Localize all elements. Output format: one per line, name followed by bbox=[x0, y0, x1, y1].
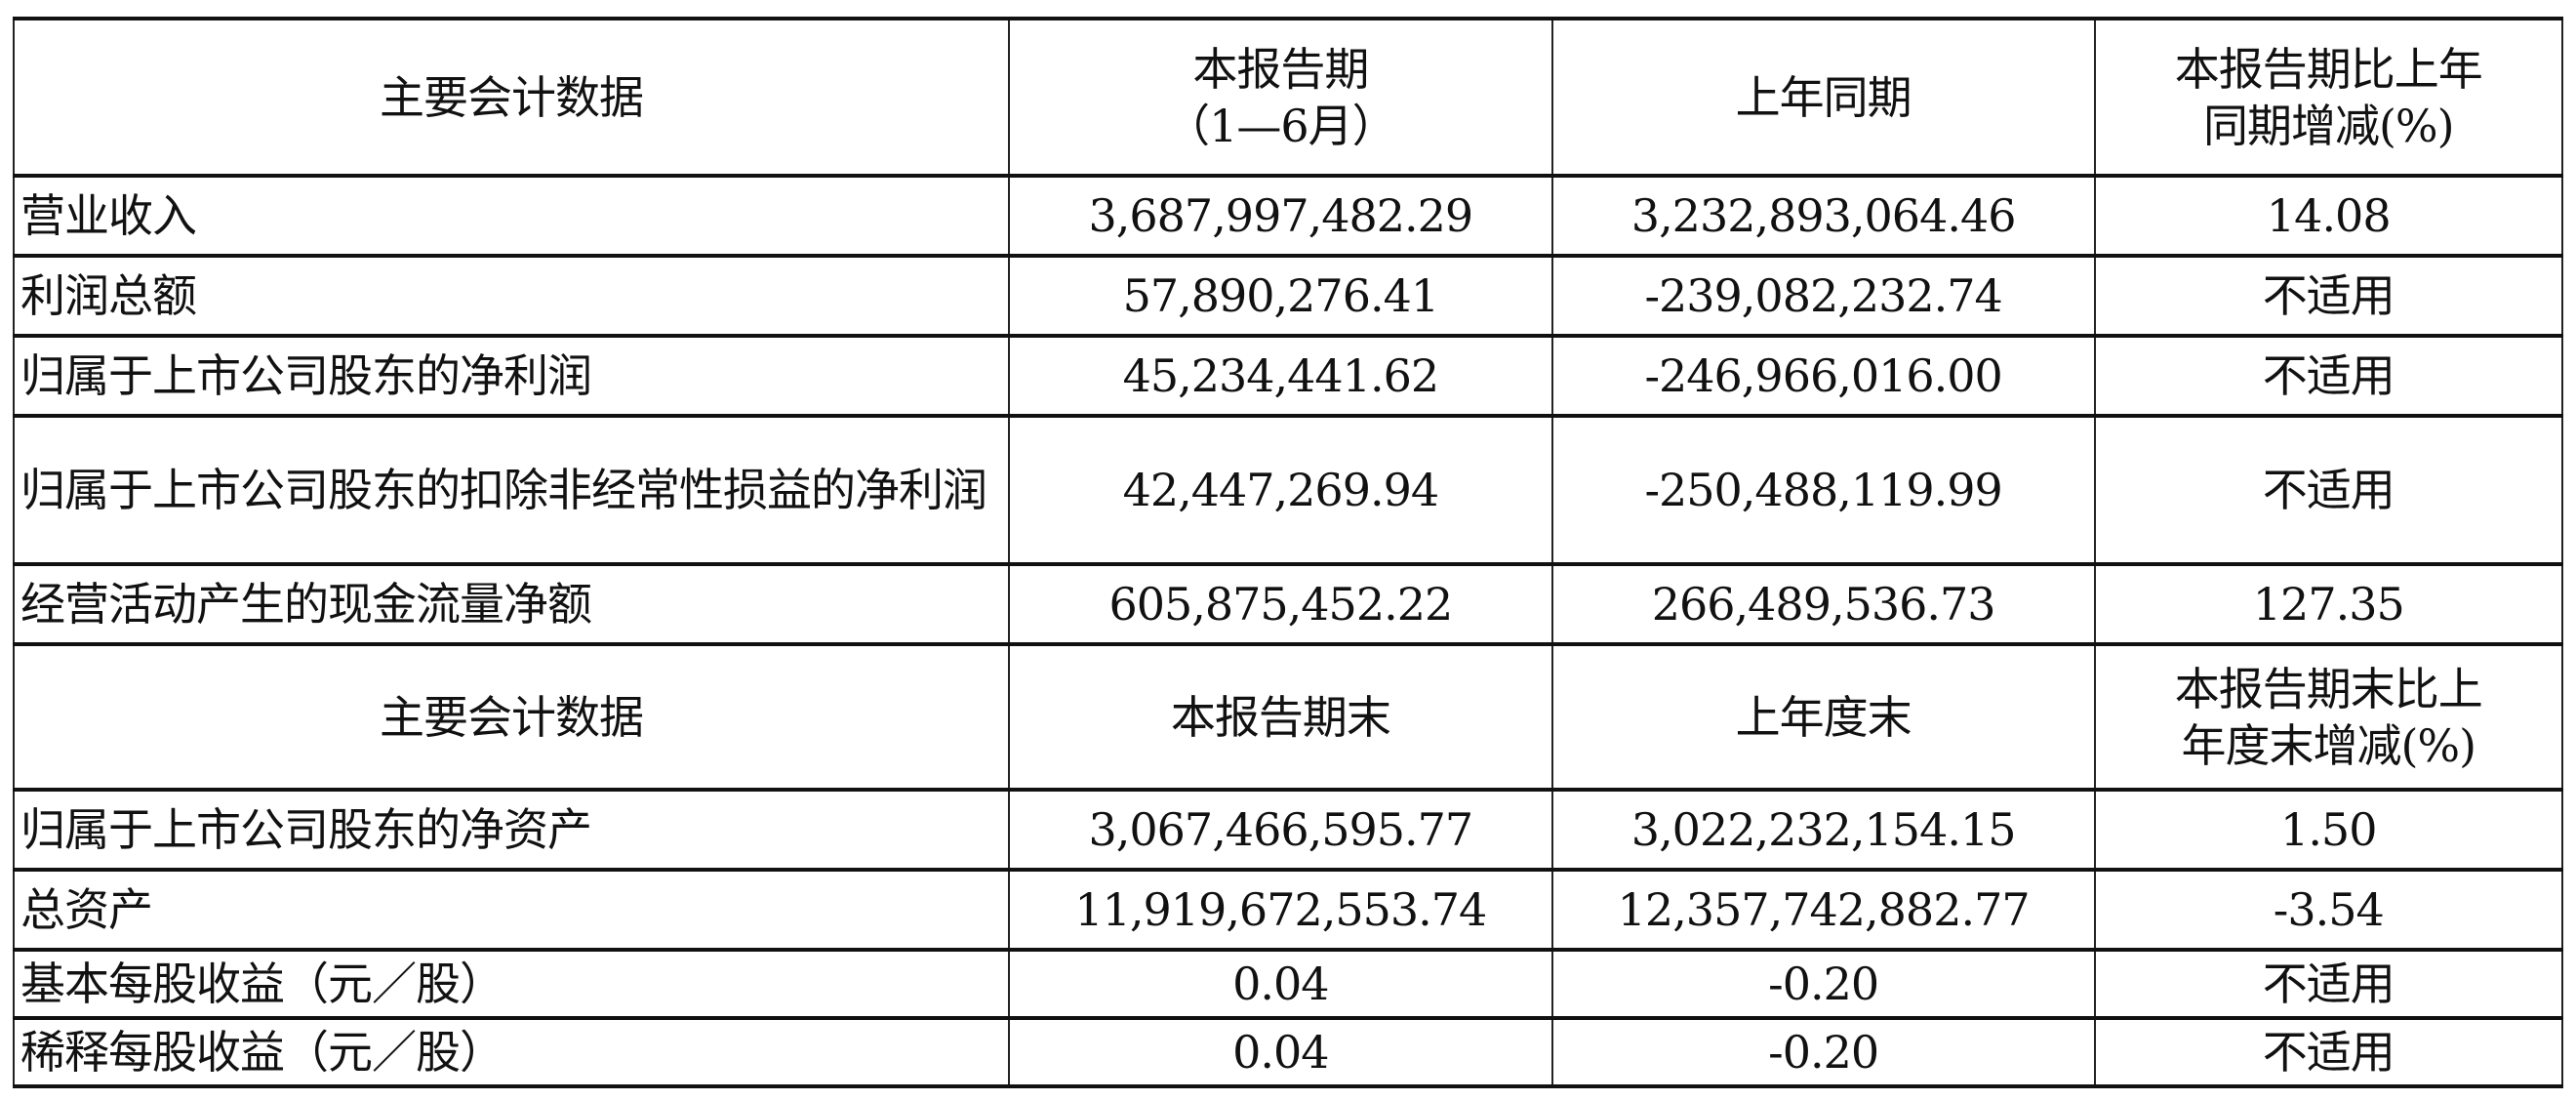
table-cell: -239,082,232.74 bbox=[1550, 254, 2096, 338]
table-row: 归属于上市公司股东的净利润 45,234,441.62 -246,966,016.0… bbox=[13, 334, 2564, 418]
table-cell: 不适用 bbox=[2093, 1016, 2564, 1088]
table-cell: 605,875,452.22 bbox=[1007, 562, 1553, 646]
table-cell: 营业收入 bbox=[13, 174, 1010, 258]
table-row: 稀释每股收益（元／股） 0.04 -0.20 不适用 bbox=[13, 1016, 2564, 1088]
table-row: 归属于上市公司股东的净资产 3,067,466,595.77 3,022,232,1… bbox=[13, 788, 2564, 872]
table-cell: -0.20 bbox=[1550, 948, 2096, 1020]
table-cell: 0.04 bbox=[1007, 1016, 1553, 1088]
header-cell: 主要会计数据 bbox=[13, 642, 1010, 792]
table-cell: 266,489,536.73 bbox=[1550, 562, 2096, 646]
header-cell: 上年同期 bbox=[1550, 17, 2096, 178]
table-cell: 11,919,672,553.74 bbox=[1007, 868, 1553, 952]
table-cell: 1.50 bbox=[2093, 788, 2564, 872]
table-cell: 总资产 bbox=[13, 868, 1010, 952]
header-cell: 本报告期末 bbox=[1007, 642, 1553, 792]
table-cell: 不适用 bbox=[2093, 254, 2564, 338]
table-cell: 利润总额 bbox=[13, 254, 1010, 338]
table-cell: 不适用 bbox=[2093, 948, 2564, 1020]
table-cell: 归属于上市公司股东的扣除非经常性损益的净利润 bbox=[13, 414, 1010, 566]
table-row: 总资产 11,919,672,553.74 12,357,742,882.77 -3.… bbox=[13, 868, 2564, 952]
table-cell: 0.04 bbox=[1007, 948, 1553, 1020]
table-cell: 经营活动产生的现金流量净额 bbox=[13, 562, 1010, 646]
table-cell: 不适用 bbox=[2093, 334, 2564, 418]
header-cell: 本报告期比上年 同期增减(%) bbox=[2093, 17, 2564, 178]
table-cell: -3.54 bbox=[2093, 868, 2564, 952]
table-row: 营业收入 3,687,997,482.29 3,232,893,064.46 14.0… bbox=[13, 174, 2564, 258]
header-row: 主要会计数据 本报告期 （1—6月） 上年同期 本报告期比上年 同期增减(%) bbox=[13, 17, 2564, 178]
table-cell: 不适用 bbox=[2093, 414, 2564, 566]
table-cell: 42,447,269.94 bbox=[1007, 414, 1553, 566]
table-cell: 3,687,997,482.29 bbox=[1007, 174, 1553, 258]
table-row: 基本每股收益（元／股） 0.04 -0.20 不适用 bbox=[13, 948, 2564, 1020]
table-cell: -250,488,119.99 bbox=[1550, 414, 2096, 566]
table-cell: 3,232,893,064.46 bbox=[1550, 174, 2096, 258]
table-cell: -246,966,016.00 bbox=[1550, 334, 2096, 418]
table-cell: 127.35 bbox=[2093, 562, 2564, 646]
header-cell: 主要会计数据 bbox=[13, 17, 1010, 178]
table-row: 归属于上市公司股东的扣除非经常性损益的净利润 42,447,269.94 -250,… bbox=[13, 414, 2564, 566]
financial-data-table: 主要会计数据 本报告期 （1—6月） 上年同期 本报告期比上年 同期增减(%) 营业收入… bbox=[13, 17, 2564, 1088]
header-cell: 本报告期 （1—6月） bbox=[1007, 17, 1553, 178]
table-cell: 稀释每股收益（元／股） bbox=[13, 1016, 1010, 1088]
table-cell: -0.20 bbox=[1550, 1016, 2096, 1088]
table-cell: 12,357,742,882.77 bbox=[1550, 868, 2096, 952]
table-cell: 归属于上市公司股东的净利润 bbox=[13, 334, 1010, 418]
table-row: 经营活动产生的现金流量净额 605,875,452.22 266,489,536.7… bbox=[13, 562, 2564, 646]
table-cell: 3,022,232,154.15 bbox=[1550, 788, 2096, 872]
table-cell: 归属于上市公司股东的净资产 bbox=[13, 788, 1010, 872]
table-cell: 3,067,466,595.77 bbox=[1007, 788, 1553, 872]
table-cell: 45,234,441.62 bbox=[1007, 334, 1553, 418]
header-row: 主要会计数据 本报告期末 上年度末 本报告期末比上 年度末增减(%) bbox=[13, 642, 2564, 792]
table-cell: 57,890,276.41 bbox=[1007, 254, 1553, 338]
header-cell: 本报告期末比上 年度末增减(%) bbox=[2093, 642, 2564, 792]
header-cell: 上年度末 bbox=[1550, 642, 2096, 792]
table-row: 利润总额 57,890,276.41 -239,082,232.74 不适用 bbox=[13, 254, 2564, 338]
table-cell: 基本每股收益（元／股） bbox=[13, 948, 1010, 1020]
table-cell: 14.08 bbox=[2093, 174, 2564, 258]
